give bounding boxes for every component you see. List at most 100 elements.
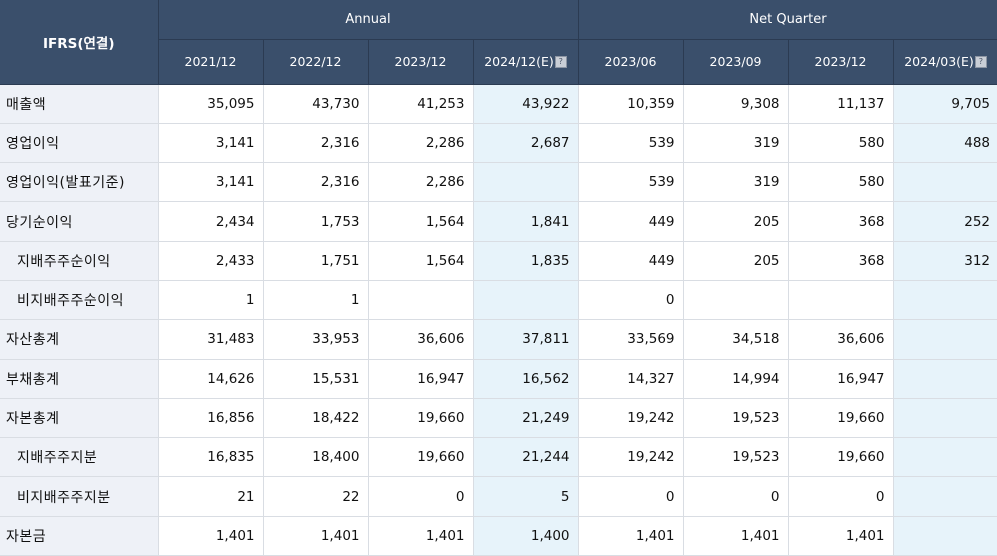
table-cell: 205 [683,201,789,242]
annual-group-header: Annual [158,0,579,40]
table-cell: 319 [683,123,789,164]
table-cell: 19,523 [683,437,789,478]
quarter-group-header: Net Quarter [578,0,997,40]
row-label[interactable]: 자본금 [0,516,159,556]
table-cell: 19,660 [368,398,474,439]
table-cell: 539 [578,123,684,164]
table-cell: 43,730 [263,84,369,124]
table-cell: 252 [893,201,997,242]
table-cell [893,437,997,478]
table-cell: 368 [788,201,894,242]
table-cell: 43,922 [473,84,579,124]
period-header-estimate: 2024/03(E)? [893,39,997,85]
table-cell: 18,422 [263,398,369,439]
row-label[interactable]: 지배주주지분 [0,437,159,478]
table-cell: 205 [683,241,789,281]
table-cell: 35,095 [158,84,264,124]
table-cell: 488 [893,123,997,164]
period-header: 2022/12 [263,39,369,85]
table-cell: 2,286 [368,123,474,164]
table-cell [893,319,997,360]
table-cell: 33,569 [578,319,684,360]
row-label[interactable]: 부채총계 [0,359,159,399]
table-cell: 9,308 [683,84,789,124]
table-cell: 19,660 [788,437,894,478]
table-cell: 1,401 [578,516,684,556]
table-cell: 1,564 [368,241,474,281]
row-label[interactable]: 비지배주주순이익 [0,280,159,321]
table-cell: 21,249 [473,398,579,439]
row-label[interactable]: 지배주주순이익 [0,241,159,281]
row-label[interactable]: 영업이익 [0,123,159,164]
row-label[interactable]: 자본총계 [0,398,159,439]
table-cell: 312 [893,241,997,281]
table-cell: 1,400 [473,516,579,556]
period-header: 2023/12 [788,39,894,85]
table-cell: 449 [578,201,684,242]
table-cell: 319 [683,162,789,203]
row-label[interactable]: 당기순이익 [0,201,159,242]
table-cell [368,280,474,321]
table-cell [893,398,997,439]
table-cell: 0 [578,280,684,321]
table-cell: 0 [578,476,684,517]
table-cell: 1,564 [368,201,474,242]
table-cell: 1 [263,280,369,321]
table-cell: 16,947 [368,359,474,399]
period-header-estimate: 2024/12(E)? [473,39,579,85]
table-cell: 1,401 [158,516,264,556]
table-cell: 2,433 [158,241,264,281]
table-cell [893,476,997,517]
row-label[interactable]: 비지배주주지분 [0,476,159,517]
table-cell: 15,531 [263,359,369,399]
row-label[interactable]: 매출액 [0,84,159,124]
table-row: 비지배주주순이익 1 1 0 [0,280,997,321]
table-cell: 5 [473,476,579,517]
table-cell: 2,286 [368,162,474,203]
table-cell: 580 [788,123,894,164]
table-cell: 16,835 [158,437,264,478]
table-cell: 449 [578,241,684,281]
table-cell: 37,811 [473,319,579,360]
table-cell [893,359,997,399]
table-cell [683,280,789,321]
table-cell: 1,401 [788,516,894,556]
table-cell [473,162,579,203]
table-cell: 1,841 [473,201,579,242]
table-cell: 21,244 [473,437,579,478]
table-row: 당기순이익 2,434 1,753 1,564 1,841 449 205 368 252 [0,201,997,242]
period-header-label: 2024/12(E) [484,54,554,69]
table-cell [788,280,894,321]
table-cell: 10,359 [578,84,684,124]
table-cell: 2,316 [263,162,369,203]
table-cell: 580 [788,162,894,203]
table-cell: 14,327 [578,359,684,399]
table-row: 영업이익 3,141 2,316 2,286 2,687 539 319 580 488 [0,123,997,164]
table-row: 자산총계 31,483 33,953 36,606 37,811 33,569 34,518… [0,319,997,360]
row-label[interactable]: 자산총계 [0,319,159,360]
table-cell: 3,141 [158,123,264,164]
table-cell: 19,523 [683,398,789,439]
table-cell: 0 [683,476,789,517]
table-row: 지배주주순이익 2,433 1,751 1,564 1,835 449 205 368 312 [0,241,997,281]
table-cell: 539 [578,162,684,203]
period-header: 2023/12 [368,39,474,85]
table-cell: 22 [263,476,369,517]
table-cell: 21 [158,476,264,517]
help-icon[interactable]: ? [554,55,567,68]
table-cell: 19,660 [368,437,474,478]
table-row: 자본금 1,401 1,401 1,401 1,400 1,401 1,401 1,401 [0,516,997,556]
table-row: 부채총계 14,626 15,531 16,947 16,562 14,327 14,994… [0,359,997,399]
table-cell: 1,401 [683,516,789,556]
help-icon[interactable]: ? [974,55,987,68]
table-cell [473,280,579,321]
table-cell: 3,141 [158,162,264,203]
table-cell: 2,687 [473,123,579,164]
table-cell: 33,953 [263,319,369,360]
period-header: 2023/06 [578,39,684,85]
row-label[interactable]: 영업이익(발표기준) [0,162,159,203]
table-row: 자본총계 16,856 18,422 19,660 21,249 19,242 19,523… [0,398,997,439]
table-cell: 19,242 [578,437,684,478]
table-cell: 0 [368,476,474,517]
